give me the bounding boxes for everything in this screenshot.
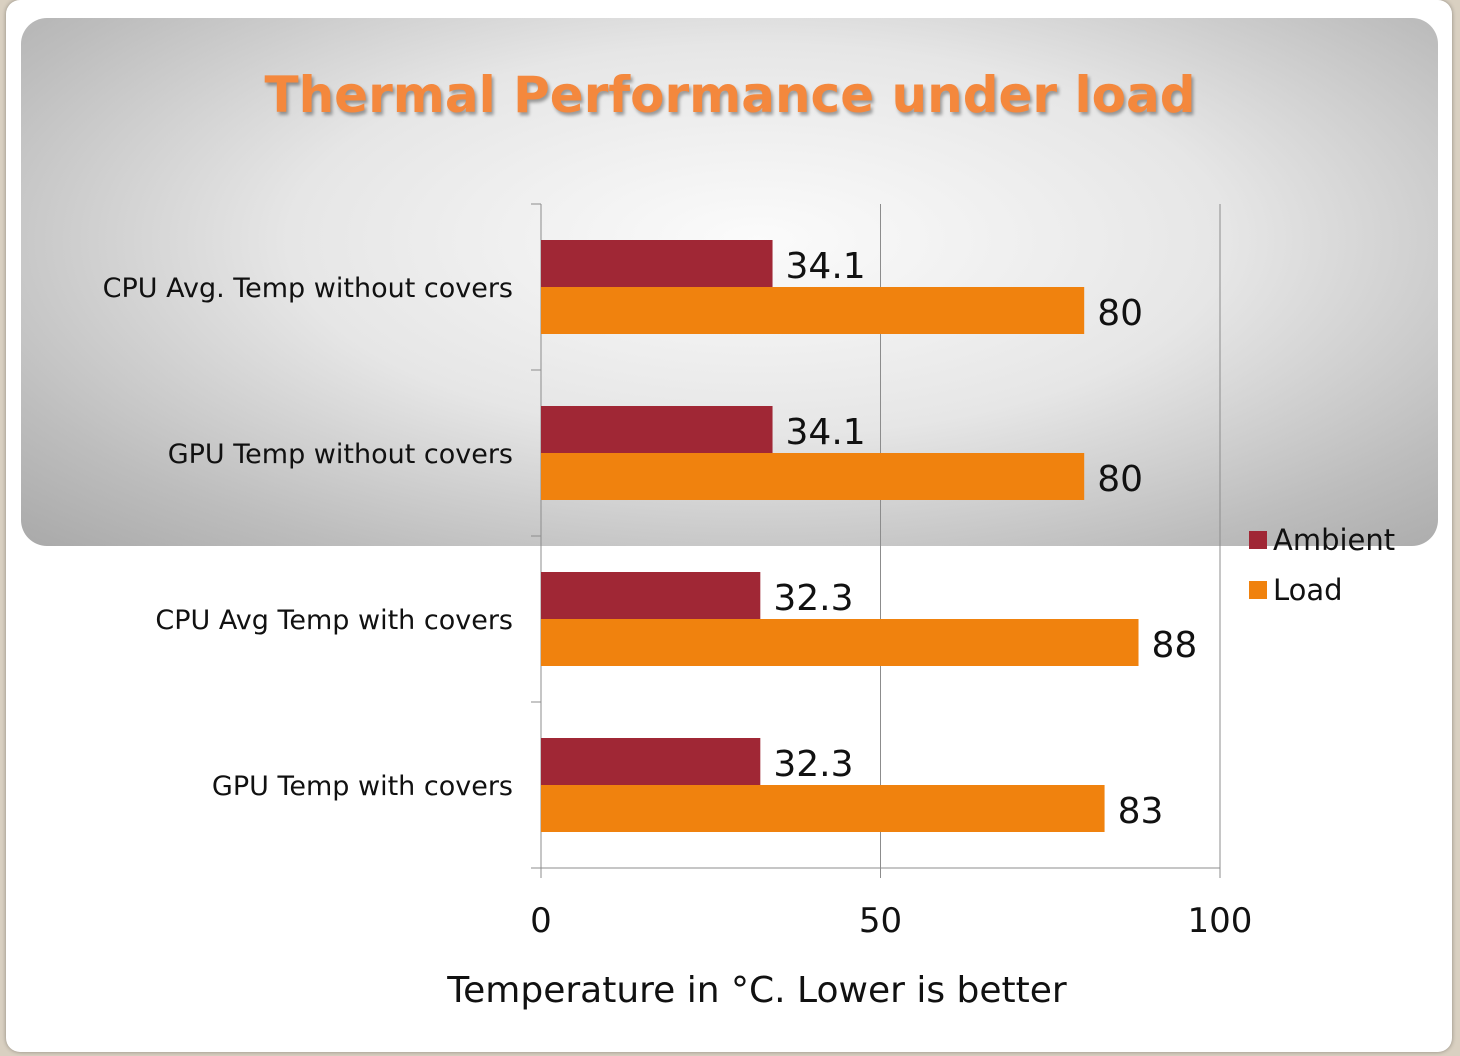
bar-ambient-2 xyxy=(541,572,761,619)
category-label-2: CPU Avg Temp with covers xyxy=(155,605,513,636)
bar-load-1 xyxy=(541,453,1085,500)
data-label-load-1: 80 xyxy=(1097,459,1143,500)
legend-label-load: Load xyxy=(1273,573,1343,607)
data-label-ambient-1: 34.1 xyxy=(786,412,866,453)
bar-ambient-1 xyxy=(541,406,773,453)
legend-swatch-ambient xyxy=(1249,531,1267,549)
category-label-0: CPU Avg. Temp without covers xyxy=(103,273,513,304)
x-tick-label-2: 100 xyxy=(1188,901,1253,941)
bar-load-0 xyxy=(541,287,1085,334)
x-axis-title: Temperature in °C. Lower is better xyxy=(446,970,1067,1011)
bar-load-2 xyxy=(541,619,1139,666)
chart-title: Thermal Performance under load xyxy=(264,66,1196,124)
data-label-load-3: 83 xyxy=(1118,791,1164,832)
category-label-1: GPU Temp without covers xyxy=(168,439,513,470)
category-label-3: GPU Temp with covers xyxy=(212,771,513,802)
x-tick-label-1: 50 xyxy=(859,901,902,941)
data-label-ambient-0: 34.1 xyxy=(786,246,866,287)
legend-label-ambient: Ambient xyxy=(1273,523,1395,557)
legend-swatch-load xyxy=(1249,581,1267,599)
data-label-load-0: 80 xyxy=(1097,293,1143,334)
data-label-ambient-3: 32.3 xyxy=(773,744,853,785)
bar-load-3 xyxy=(541,785,1105,832)
data-label-load-2: 88 xyxy=(1152,625,1198,666)
data-label-ambient-2: 32.3 xyxy=(773,578,853,619)
x-tick-label-0: 0 xyxy=(530,901,552,941)
bar-ambient-3 xyxy=(541,738,761,785)
bar-ambient-0 xyxy=(541,240,773,287)
